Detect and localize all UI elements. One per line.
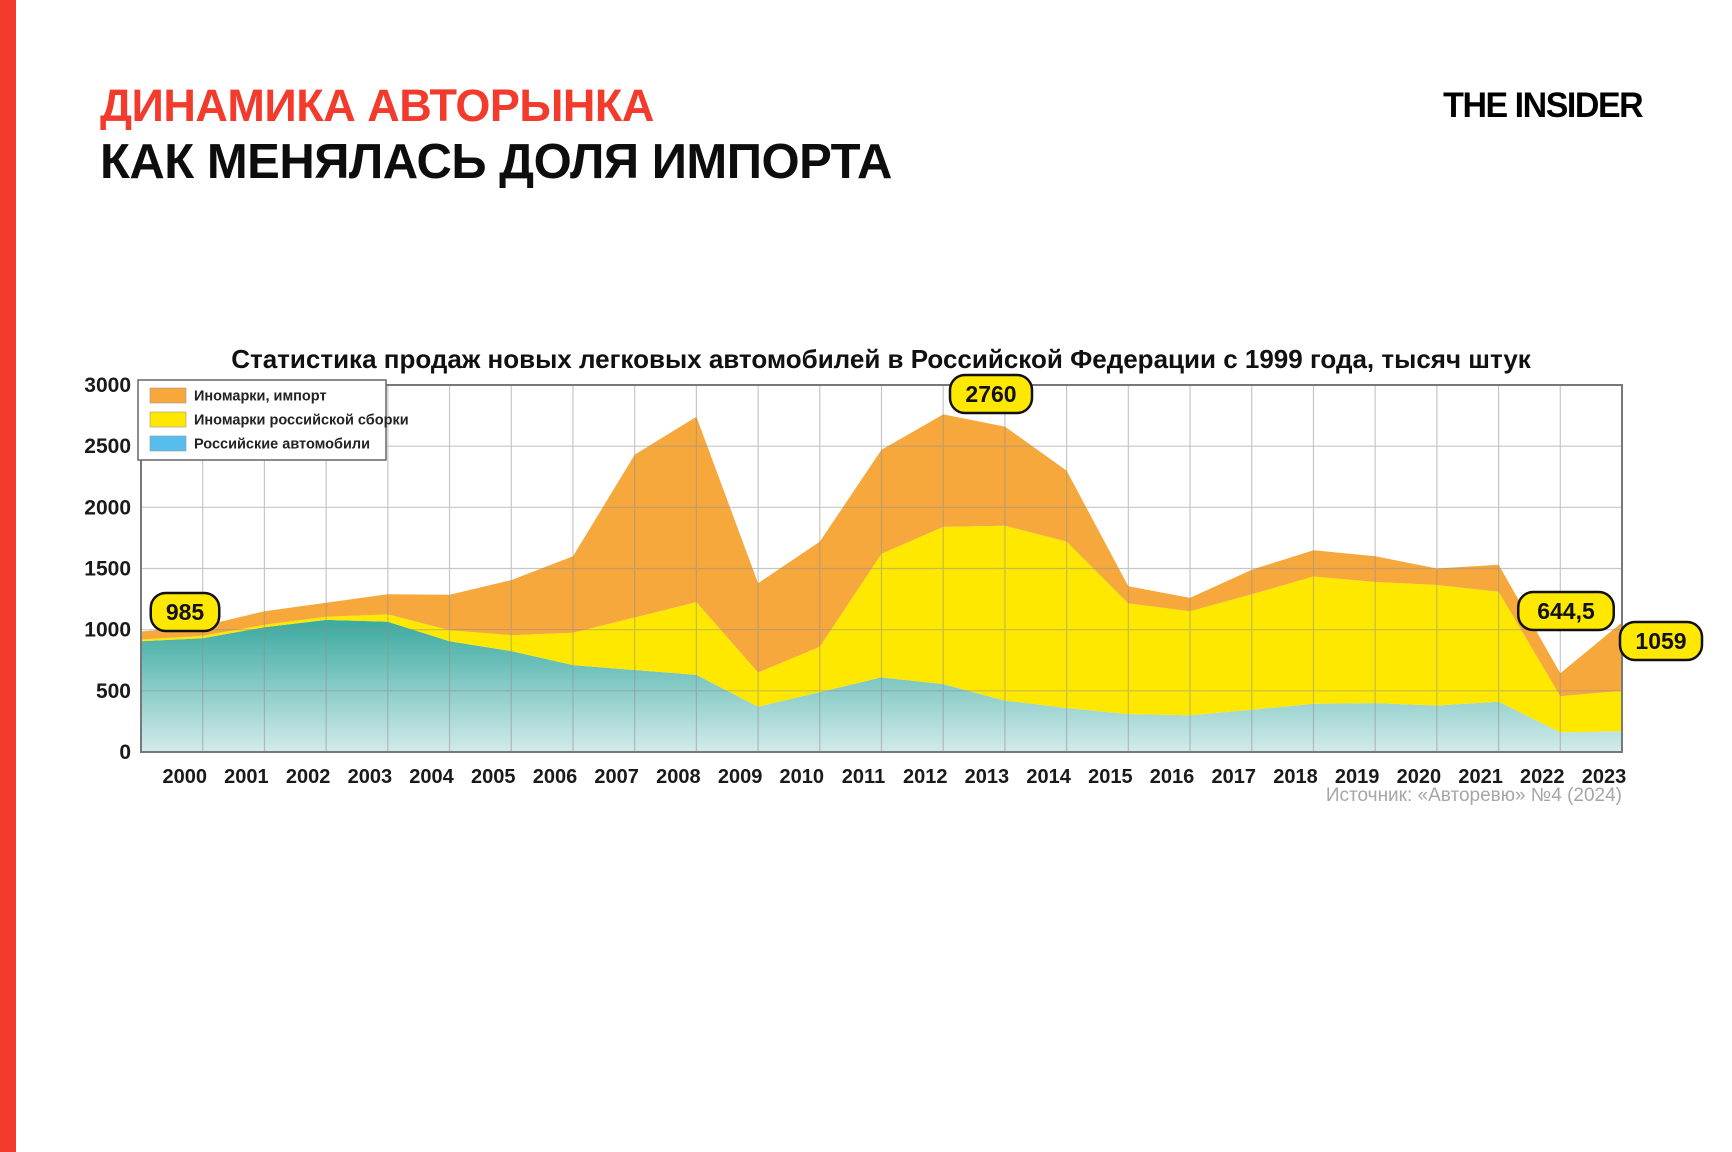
x-axis-labels: 2000 2001 2002 2003 2004 2005 2006 2007 2008 2009… — [162, 766, 1626, 788]
value-badge-text-2: 644,5 — [1537, 598, 1595, 624]
svg-text:2022: 2022 — [1520, 766, 1565, 788]
legend-label-1: Иномарки российской сборки — [194, 413, 409, 429]
legend-swatch-2 — [149, 435, 187, 452]
left-accent-bar — [0, 0, 16, 1152]
svg-text:2023: 2023 — [1582, 766, 1627, 788]
svg-text:3000: 3000 — [84, 374, 131, 397]
chart-title: Статистика продаж новых легковых автомоб… — [231, 344, 1532, 374]
svg-text:2013: 2013 — [965, 766, 1010, 788]
chart-source-note: Источник: «Авторевю» №4 (2024) — [1326, 785, 1622, 806]
svg-text:2004: 2004 — [409, 766, 454, 788]
svg-text:0: 0 — [119, 741, 131, 764]
car-market-stacked-area-chart: Статистика продаж новых легковых автомоб… — [84, 344, 1704, 806]
svg-text:2002: 2002 — [286, 766, 331, 788]
svg-text:2021: 2021 — [1458, 766, 1503, 788]
svg-text:2000: 2000 — [162, 766, 207, 788]
svg-text:2007: 2007 — [594, 766, 639, 788]
svg-text:1000: 1000 — [84, 619, 131, 642]
value-badges: 985 2760 644,5 1059 — [149, 373, 1704, 662]
legend: Иномарки, импорт Иномарки российской сбор… — [137, 379, 409, 461]
svg-text:2010: 2010 — [780, 766, 825, 788]
legend-swatch-0 — [149, 387, 187, 404]
svg-text:2016: 2016 — [1150, 766, 1195, 788]
svg-text:2012: 2012 — [903, 766, 948, 788]
svg-text:2008: 2008 — [656, 766, 701, 788]
value-badge-0 — [149, 591, 221, 633]
legend-label-2: Российские автомобили — [194, 437, 370, 453]
svg-text:2019: 2019 — [1335, 766, 1380, 788]
svg-text:2011: 2011 — [842, 766, 885, 788]
plot-border — [140, 384, 1623, 753]
legend-swatch-1 — [149, 411, 187, 428]
legend-label-0: Иномарки, импорт — [194, 389, 327, 405]
value-badge-text-3: 1059 — [1635, 628, 1686, 654]
svg-text:2020: 2020 — [1397, 766, 1442, 788]
svg-text:2015: 2015 — [1088, 766, 1133, 788]
the-insider-logo: THE INSIDER — [1442, 86, 1644, 125]
svg-text:2003: 2003 — [348, 766, 393, 788]
svg-text:500: 500 — [96, 680, 131, 703]
svg-text:2005: 2005 — [471, 766, 516, 788]
plot-area: 0 500 1000 1500 2000 2500 3000 2000 2001 2002 2003… — [84, 373, 1704, 788]
svg-text:2500: 2500 — [84, 435, 131, 458]
gridlines — [141, 385, 1622, 752]
value-badge-2 — [1517, 590, 1615, 632]
value-badge-text-1: 2760 — [965, 381, 1016, 407]
y-axis-labels: 0 500 1000 1500 2000 2500 3000 — [84, 374, 131, 764]
value-badge-1 — [948, 373, 1034, 415]
svg-text:2000: 2000 — [84, 496, 131, 519]
svg-text:2017: 2017 — [1212, 766, 1257, 788]
svg-text:2009: 2009 — [718, 766, 763, 788]
page-title: ДИНАМИКА АВТОРЫНКА — [100, 80, 654, 131]
svg-text:2014: 2014 — [1026, 766, 1071, 788]
value-badge-3 — [1618, 620, 1704, 662]
page-subtitle: КАК МЕНЯЛАСЬ ДОЛЯ ИМПОРТА — [100, 135, 892, 189]
svg-text:2001: 2001 — [224, 766, 269, 788]
svg-text:1500: 1500 — [84, 558, 131, 581]
svg-text:2006: 2006 — [533, 766, 578, 788]
svg-text:2018: 2018 — [1273, 766, 1318, 788]
value-badge-text-0: 985 — [166, 599, 205, 625]
